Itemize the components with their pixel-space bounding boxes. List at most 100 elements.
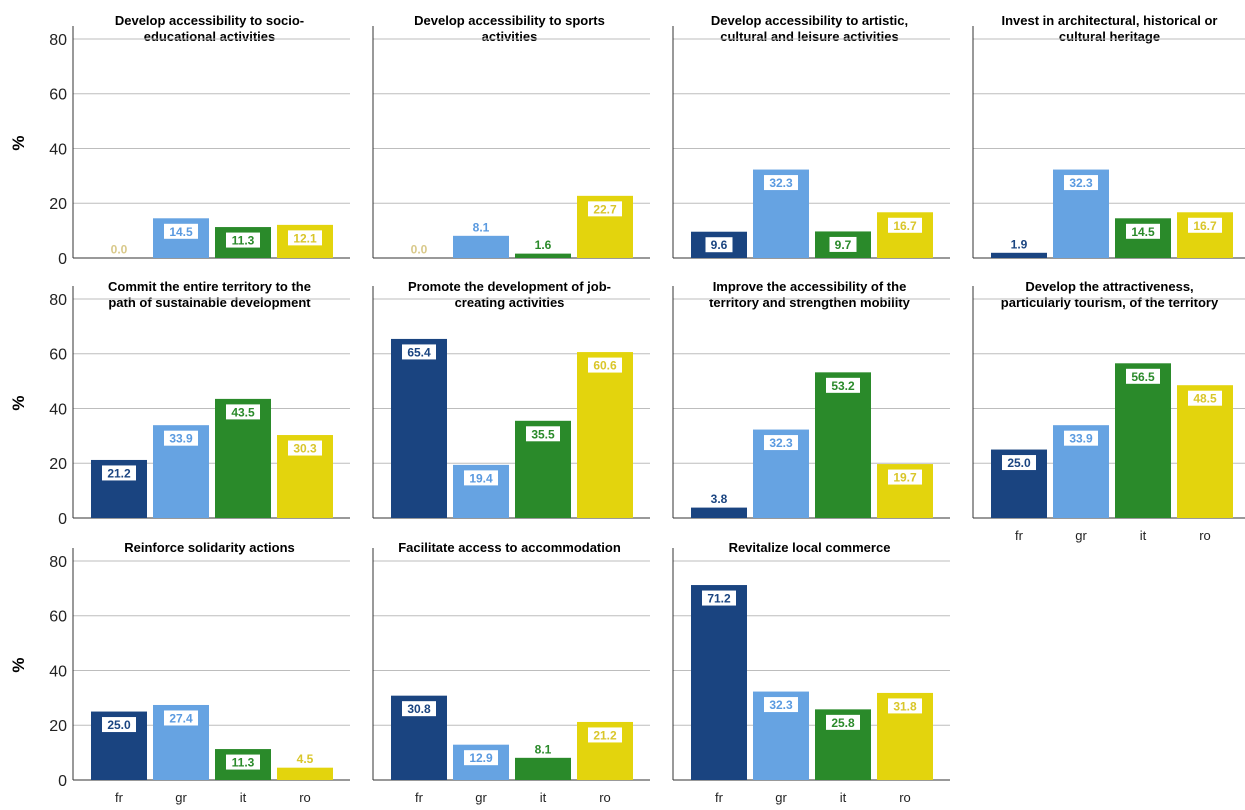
chart-panel: Revitalize local commerce 71.2 32.3 25.8 31.… [672,540,950,805]
data-label-background [764,175,798,191]
data-label-background [888,698,922,714]
bar-ro [277,767,333,780]
data-label: 32.3 [769,436,793,450]
data-label: 25.0 [107,718,131,732]
data-label: 16.7 [893,219,917,233]
chart-panel: Develop accessibility to socio-education… [49,13,350,268]
data-label: 30.8 [407,702,431,716]
data-label: 48.5 [1193,392,1217,406]
data-label: 35.5 [531,427,555,441]
chart-panel: Reinforce solidarity actions 0 20 40 60 80 25.… [49,540,350,805]
data-label-background [102,465,136,481]
data-label-background [467,219,495,235]
data-label: 14.5 [1131,225,1155,239]
data-label-background [102,717,136,733]
bar-fr [691,585,747,780]
bar-it [515,757,571,780]
data-label: 33.9 [1069,432,1093,446]
data-label: 33.9 [169,432,193,446]
bar-ro [577,352,633,518]
data-label-background [529,741,557,757]
data-label: 56.5 [1131,370,1155,384]
x-tick-label: gr [175,790,187,805]
data-label-background [1064,430,1098,446]
data-label-background [164,710,198,726]
y-tick-label: 0 [58,773,67,790]
data-label-background [588,357,622,373]
y-tick-label: 40 [49,141,67,158]
data-label: 14.5 [169,225,193,239]
x-tick-label: fr [1015,528,1024,543]
data-label-background [402,344,436,360]
data-label: 11.3 [232,234,255,248]
data-label-background [705,237,733,253]
chart-panel: Develop the attractiveness, particularly … [972,279,1245,543]
data-label: 43.5 [231,405,255,419]
y-axis-label: % [9,135,28,150]
panel-title: Promote the development of job-creating … [408,279,611,310]
panel-title: Commit the entire territory to the path o… [108,279,311,310]
chart-panel: Improve the accessibility of the territor… [672,279,950,519]
bar-fr [391,338,447,518]
data-label-background [1002,455,1036,471]
x-tick-label: ro [299,790,311,805]
data-label-background [1188,390,1222,406]
data-label: 9.6 [711,238,728,252]
y-tick-label: 20 [49,456,67,473]
data-label-background [705,491,733,507]
data-label-background [588,201,622,217]
data-label-background [588,727,622,743]
data-label: 1.9 [1011,237,1028,251]
data-label: 3.8 [711,492,728,506]
panel-title: Develop accessibility to socio-education… [115,13,304,44]
data-label: 31.8 [893,699,917,713]
bar-it [1115,363,1171,518]
y-axis-label: % [9,395,28,410]
panel-title: Invest in architectural, historical or cu… [1001,13,1217,44]
data-label: 71.2 [707,592,731,606]
panel-title: Develop accessibility to artistic, cultur… [711,13,908,44]
x-tick-label: gr [1075,528,1087,543]
x-tick-label: it [540,790,547,805]
data-label: 21.2 [593,728,617,742]
data-label-background [226,232,260,248]
data-label-background [526,426,560,442]
panel-title: Reinforce solidarity actions [124,540,295,555]
data-label-background [1188,217,1222,233]
y-tick-label: 60 [49,609,67,626]
data-label: 0.0 [111,243,128,257]
data-label-background [888,217,922,233]
y-tick-label: 60 [49,347,67,364]
chart-panel: Develop accessibility to artistic, cultur… [672,13,950,259]
y-tick-label: 0 [58,251,67,268]
y-tick-label: 20 [49,196,67,213]
data-label: 22.7 [593,202,617,216]
x-tick-label: fr [415,790,424,805]
chart-panel: Invest in architectural, historical or cu… [972,13,1245,259]
data-label: 53.2 [831,379,855,393]
data-label: 12.9 [469,751,493,765]
y-tick-label: 20 [49,718,67,735]
data-label-background [764,697,798,713]
x-tick-label: it [1140,528,1147,543]
data-label: 21.2 [107,466,131,480]
data-label-background [402,701,436,717]
y-tick-label: 60 [49,87,67,104]
data-label-background [464,470,498,486]
data-label-background [1005,236,1033,252]
data-label-background [226,754,260,770]
panel-title: Facilitate access to accommodation [398,540,621,555]
x-tick-label: it [240,790,247,805]
x-tick-label: ro [899,790,911,805]
data-label: 0.0 [411,243,428,257]
data-label-background [226,404,260,420]
chart-panel: Commit the entire territory to the path o… [49,279,350,528]
data-label: 16.7 [1193,219,1217,233]
data-label: 9.7 [835,238,852,252]
data-label: 19.4 [469,471,493,485]
chart-panel: Promote the development of job-creating … [372,279,650,519]
data-label-background [288,440,322,456]
bar-it [815,372,871,518]
